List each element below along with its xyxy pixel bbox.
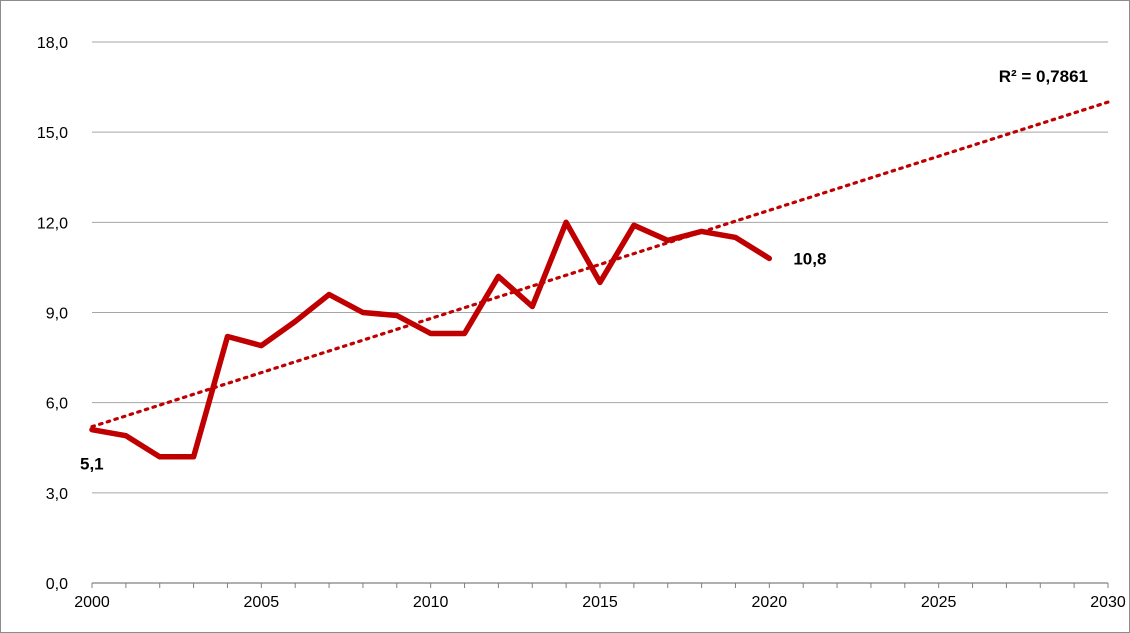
y-tick-label-18,0: 18,0 (37, 35, 68, 52)
y-tick-label-15,0: 15,0 (37, 125, 68, 142)
trendline (90, 100, 1110, 429)
x-tick-label-2010: 2010 (413, 594, 449, 611)
y-tick-label-6,0: 6,0 (46, 396, 68, 413)
y-tick-label-3,0: 3,0 (46, 486, 68, 503)
x-tick-label-2015: 2015 (582, 594, 618, 611)
series-line-0 (89, 219, 773, 460)
data-label-2020: 10,8 (793, 249, 826, 268)
y-tick-label-12,0: 12,0 (37, 215, 68, 232)
data-label-2000: 5,1 (80, 455, 104, 474)
trendline-r-squared-label: R² = 0,7861 (999, 67, 1088, 86)
x-tick-label-2025: 2025 (921, 594, 957, 611)
y-tick-label-0,0: 0,0 (46, 576, 68, 593)
x-tick-label-2020: 2020 (752, 594, 788, 611)
x-tick-label-2000: 2000 (74, 594, 110, 611)
x-tick-label-2030: 2030 (1090, 594, 1126, 611)
y-tick-label-9,0: 9,0 (46, 306, 68, 323)
x-tick-label-2005: 2005 (244, 594, 280, 611)
